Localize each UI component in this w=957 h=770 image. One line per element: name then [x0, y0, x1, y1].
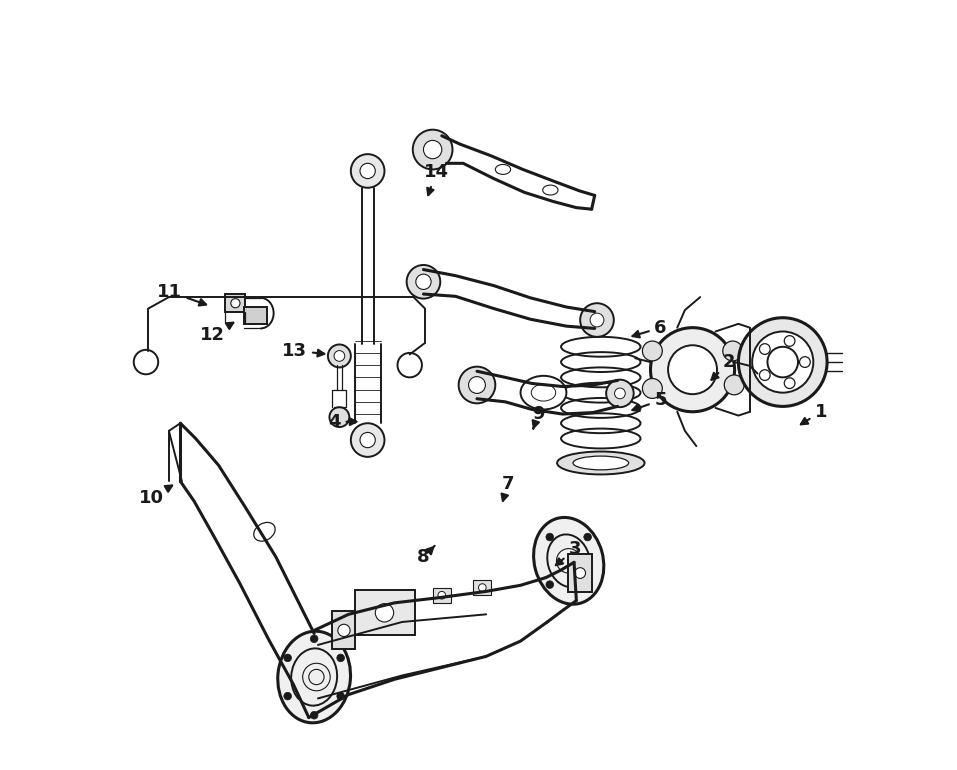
Circle shape: [784, 378, 795, 389]
FancyBboxPatch shape: [244, 307, 267, 324]
FancyBboxPatch shape: [473, 580, 492, 595]
Circle shape: [310, 711, 318, 719]
Circle shape: [668, 345, 717, 394]
Circle shape: [360, 163, 375, 179]
Text: 13: 13: [282, 342, 324, 360]
Circle shape: [360, 433, 375, 447]
Circle shape: [768, 346, 798, 377]
Text: 8: 8: [417, 546, 434, 566]
Ellipse shape: [496, 165, 511, 174]
Circle shape: [760, 370, 770, 380]
Circle shape: [310, 635, 318, 643]
Circle shape: [415, 274, 431, 290]
FancyBboxPatch shape: [433, 588, 451, 603]
Circle shape: [590, 313, 604, 327]
Circle shape: [739, 318, 827, 407]
Circle shape: [284, 654, 292, 661]
Circle shape: [478, 584, 486, 591]
Circle shape: [545, 533, 553, 541]
Circle shape: [614, 388, 625, 399]
Circle shape: [642, 341, 662, 361]
Circle shape: [642, 379, 662, 398]
Circle shape: [469, 377, 485, 393]
Circle shape: [799, 357, 811, 367]
Circle shape: [329, 407, 349, 427]
Ellipse shape: [521, 376, 567, 410]
Circle shape: [337, 654, 345, 661]
Circle shape: [338, 624, 350, 637]
Circle shape: [580, 303, 613, 336]
Text: 11: 11: [157, 283, 206, 306]
Circle shape: [438, 591, 446, 599]
Text: 5: 5: [633, 391, 667, 411]
Ellipse shape: [573, 456, 629, 470]
Circle shape: [760, 343, 770, 354]
Text: 9: 9: [532, 405, 545, 429]
Text: 7: 7: [501, 475, 514, 500]
Text: 3: 3: [556, 541, 581, 565]
Circle shape: [328, 344, 351, 367]
Circle shape: [407, 265, 440, 299]
Text: 12: 12: [200, 323, 234, 344]
Circle shape: [284, 692, 292, 700]
Circle shape: [412, 129, 453, 169]
Text: 14: 14: [423, 163, 449, 195]
FancyBboxPatch shape: [355, 590, 415, 635]
Circle shape: [724, 375, 745, 395]
Circle shape: [351, 154, 385, 188]
Ellipse shape: [534, 517, 604, 604]
Ellipse shape: [543, 185, 558, 195]
Circle shape: [575, 567, 586, 578]
Circle shape: [545, 581, 553, 588]
Circle shape: [752, 332, 813, 393]
Ellipse shape: [557, 451, 644, 474]
Circle shape: [458, 367, 496, 403]
Text: 4: 4: [328, 413, 356, 430]
FancyBboxPatch shape: [332, 611, 355, 650]
FancyBboxPatch shape: [568, 554, 592, 592]
Text: 10: 10: [139, 485, 172, 507]
Circle shape: [337, 692, 345, 700]
Circle shape: [231, 299, 240, 308]
Circle shape: [784, 336, 795, 347]
Circle shape: [423, 140, 442, 159]
Circle shape: [375, 604, 393, 622]
Circle shape: [584, 581, 591, 588]
Ellipse shape: [278, 631, 350, 723]
Text: 2: 2: [711, 353, 736, 380]
Circle shape: [723, 341, 743, 361]
Circle shape: [606, 380, 634, 407]
Circle shape: [334, 350, 345, 361]
Text: 1: 1: [801, 403, 828, 424]
Text: 6: 6: [633, 319, 667, 337]
FancyBboxPatch shape: [226, 294, 245, 313]
Circle shape: [651, 328, 735, 412]
Circle shape: [584, 533, 591, 541]
Circle shape: [351, 424, 385, 457]
Ellipse shape: [254, 522, 276, 541]
